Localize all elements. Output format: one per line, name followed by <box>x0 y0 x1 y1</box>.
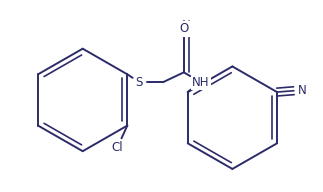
Text: N: N <box>297 84 306 97</box>
Text: O: O <box>179 22 188 36</box>
Text: S: S <box>136 76 143 89</box>
Text: Cl: Cl <box>111 141 123 154</box>
Text: NH: NH <box>192 76 209 89</box>
